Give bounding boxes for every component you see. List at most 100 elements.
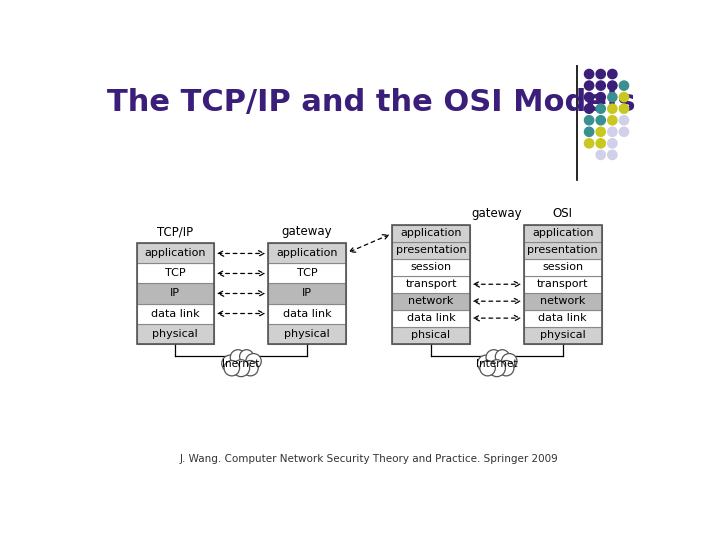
Circle shape xyxy=(498,361,514,376)
Bar xyxy=(269,284,346,303)
Circle shape xyxy=(240,350,253,363)
Text: Inernet: Inernet xyxy=(222,359,260,369)
Circle shape xyxy=(585,139,594,148)
Circle shape xyxy=(596,81,606,90)
Bar xyxy=(137,323,214,343)
Text: application: application xyxy=(276,248,338,259)
Circle shape xyxy=(608,139,617,148)
Bar xyxy=(137,264,214,284)
Bar xyxy=(524,309,601,327)
Circle shape xyxy=(486,350,502,365)
Text: Internet: Internet xyxy=(476,359,518,369)
Bar xyxy=(392,327,469,343)
Bar xyxy=(269,323,346,343)
Text: gateway: gateway xyxy=(472,207,522,220)
Bar xyxy=(392,225,469,343)
Text: phsical: phsical xyxy=(411,330,451,340)
Circle shape xyxy=(596,104,606,113)
Text: physical: physical xyxy=(153,328,198,339)
Text: data link: data link xyxy=(539,313,587,323)
Text: TCP: TCP xyxy=(165,268,186,279)
Circle shape xyxy=(619,127,629,137)
Circle shape xyxy=(596,116,606,125)
Bar xyxy=(524,276,601,293)
Circle shape xyxy=(495,350,509,363)
Circle shape xyxy=(585,92,594,102)
Text: session: session xyxy=(410,262,451,272)
Bar xyxy=(269,244,346,343)
Circle shape xyxy=(596,92,606,102)
Text: OSI: OSI xyxy=(553,207,572,220)
Text: network: network xyxy=(408,296,454,306)
Bar xyxy=(524,242,601,259)
Circle shape xyxy=(608,116,617,125)
Text: transport: transport xyxy=(405,279,456,289)
Circle shape xyxy=(477,355,495,372)
Text: gateway: gateway xyxy=(282,225,333,238)
Text: data link: data link xyxy=(151,308,199,319)
Bar xyxy=(524,259,601,276)
Text: application: application xyxy=(145,248,206,259)
Circle shape xyxy=(608,92,617,102)
Circle shape xyxy=(230,350,246,365)
Bar xyxy=(524,327,601,343)
Bar xyxy=(524,225,601,343)
Bar xyxy=(524,225,601,242)
Bar xyxy=(269,264,346,284)
Circle shape xyxy=(233,360,250,377)
Circle shape xyxy=(585,104,594,113)
Bar xyxy=(392,293,469,309)
Circle shape xyxy=(608,127,617,137)
Bar xyxy=(137,303,214,323)
Text: application: application xyxy=(532,228,593,239)
Text: presentation: presentation xyxy=(528,245,598,255)
Circle shape xyxy=(246,354,261,369)
Circle shape xyxy=(619,81,629,90)
Text: TCP/IP: TCP/IP xyxy=(157,225,193,238)
Text: The TCP/IP and the OSI Models: The TCP/IP and the OSI Models xyxy=(107,88,636,117)
Circle shape xyxy=(585,70,594,79)
Circle shape xyxy=(608,81,617,90)
Bar xyxy=(392,259,469,276)
Text: TCP: TCP xyxy=(297,268,318,279)
Text: physical: physical xyxy=(540,330,585,340)
Circle shape xyxy=(502,354,517,369)
Circle shape xyxy=(585,116,594,125)
Circle shape xyxy=(585,127,594,137)
Circle shape xyxy=(596,150,606,159)
Circle shape xyxy=(243,361,258,376)
Bar xyxy=(524,293,601,309)
Circle shape xyxy=(480,361,495,376)
Circle shape xyxy=(608,104,617,113)
Circle shape xyxy=(596,127,606,137)
Text: network: network xyxy=(540,296,585,306)
Text: data link: data link xyxy=(283,308,331,319)
Text: physical: physical xyxy=(284,328,330,339)
Bar xyxy=(137,284,214,303)
Circle shape xyxy=(596,139,606,148)
Circle shape xyxy=(596,70,606,79)
Circle shape xyxy=(585,81,594,90)
Text: IP: IP xyxy=(302,288,312,299)
Circle shape xyxy=(222,355,239,372)
Circle shape xyxy=(619,92,629,102)
Bar xyxy=(392,242,469,259)
Bar xyxy=(269,303,346,323)
Circle shape xyxy=(619,104,629,113)
Circle shape xyxy=(619,116,629,125)
Circle shape xyxy=(488,360,505,377)
Circle shape xyxy=(224,361,240,376)
Text: J. Wang. Computer Network Security Theory and Practice. Springer 2009: J. Wang. Computer Network Security Theor… xyxy=(179,454,559,464)
Bar xyxy=(137,244,214,343)
Bar xyxy=(392,225,469,242)
Bar xyxy=(269,244,346,264)
Text: session: session xyxy=(542,262,583,272)
Text: transport: transport xyxy=(537,279,588,289)
Bar xyxy=(392,276,469,293)
Text: IP: IP xyxy=(170,288,180,299)
Bar xyxy=(392,309,469,327)
Text: presentation: presentation xyxy=(396,245,467,255)
Text: application: application xyxy=(400,228,462,239)
Circle shape xyxy=(608,150,617,159)
Text: data link: data link xyxy=(407,313,455,323)
